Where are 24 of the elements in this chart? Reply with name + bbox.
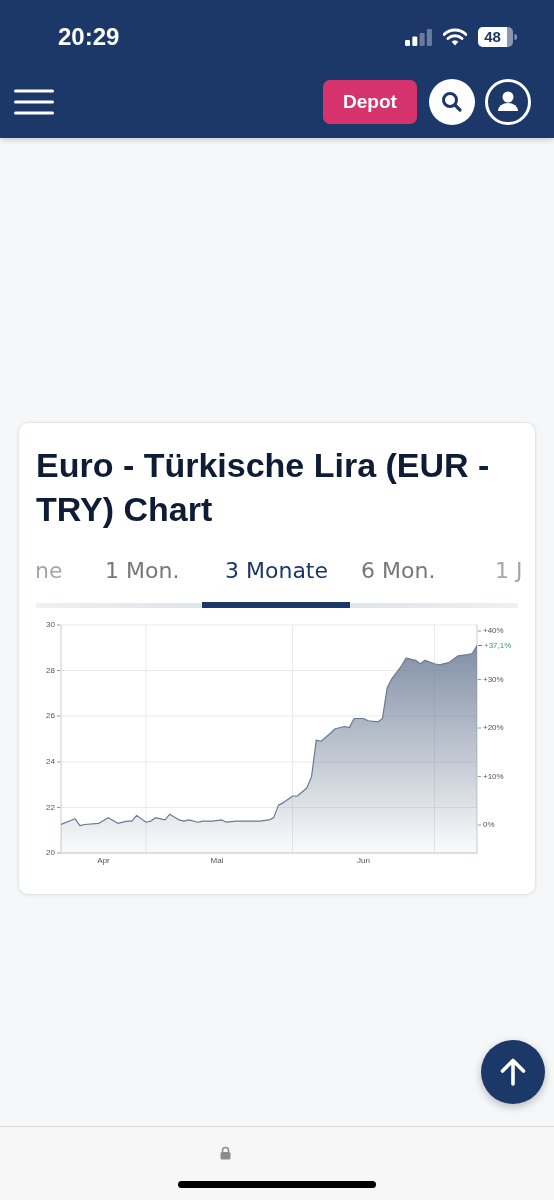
y-tick-label: 30: [46, 620, 56, 630]
text: 1 Mon.: [105, 558, 180, 584]
y-tick-label: 20: [46, 848, 56, 858]
text: 20:29: [58, 23, 120, 50]
y-tick-label: 22: [46, 802, 56, 812]
annotation: +37,1%: [484, 640, 512, 650]
text: 6 Mon.: [361, 558, 436, 584]
y2-tick-label: +20%: [483, 723, 504, 733]
text: 48: [478, 28, 507, 46]
text: ne: [35, 558, 63, 584]
y2-tick-label: 0%: [483, 820, 495, 830]
chart-title: Euro - Türkische Lira (EUR - TRY) Chart: [36, 445, 491, 530]
x-tick-label: Jun: [357, 856, 370, 865]
text: 1 J: [495, 558, 523, 584]
text: 3 Monate: [225, 558, 329, 584]
y-tick-label: 26: [46, 711, 56, 721]
y-tick-label: 28: [46, 665, 56, 675]
y2-tick-label: +30%: [483, 674, 504, 684]
button: Depot: [323, 80, 417, 124]
x-tick-label: Mai: [210, 856, 224, 865]
y2-tick-label: +40%: [483, 626, 504, 636]
y-tick-label: 24: [46, 757, 56, 766]
x-tick-label: Apr: [97, 856, 111, 865]
y2-tick-label: +10%: [483, 771, 504, 781]
